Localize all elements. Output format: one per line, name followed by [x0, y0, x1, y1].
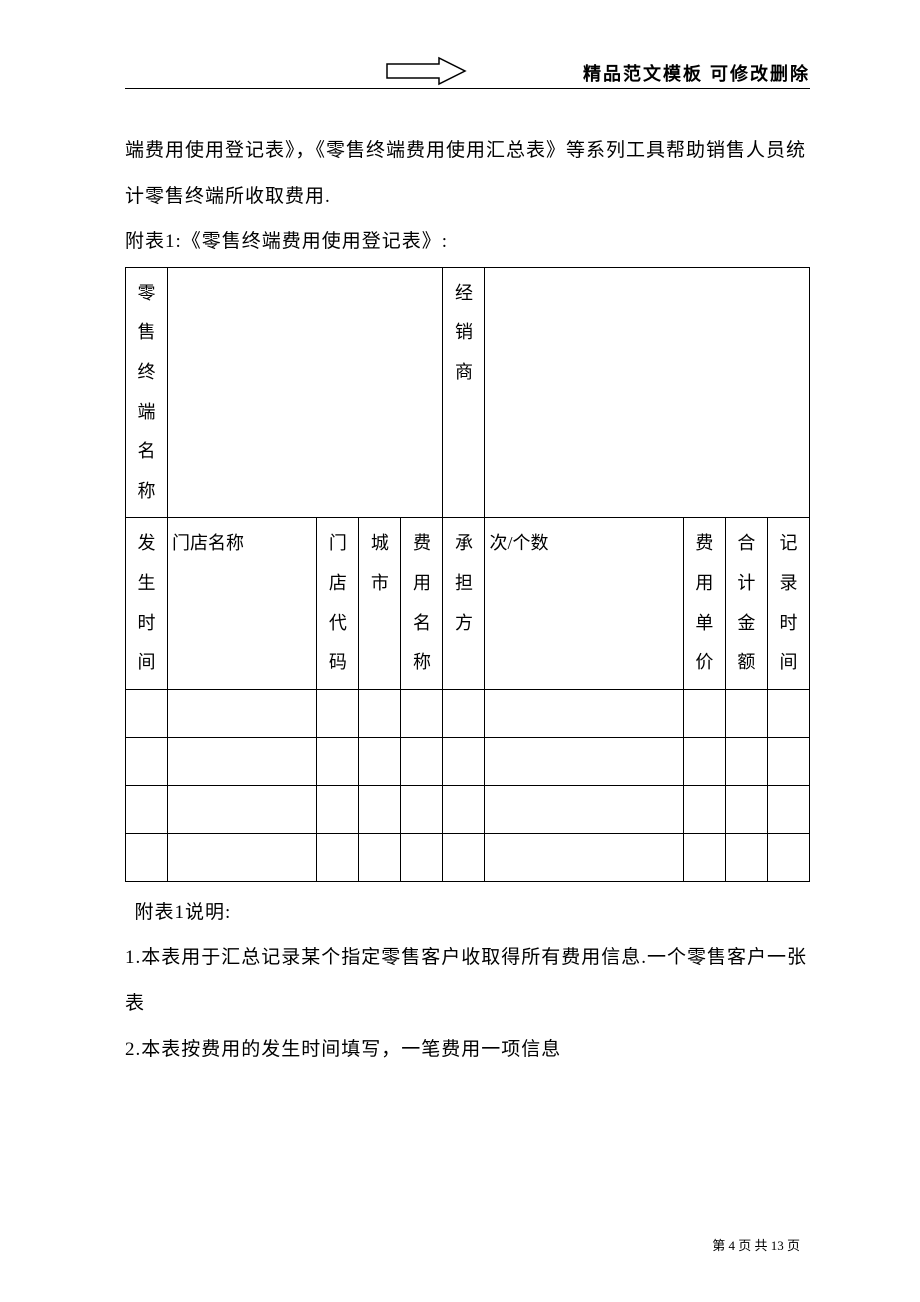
cell-empty — [683, 689, 725, 737]
cell-empty — [767, 737, 809, 785]
cell-empty — [126, 833, 168, 881]
arrow-icon — [385, 56, 469, 91]
cell-empty — [485, 833, 683, 881]
cell-empty — [443, 737, 485, 785]
cell-empty — [683, 785, 725, 833]
cell-empty — [168, 785, 317, 833]
cell-record-time: 记录时间 — [767, 518, 809, 689]
notes-item-2: 2.本表按费用的发生时间填写，一笔费用一项信息 — [125, 1027, 810, 1073]
table-row: 发生时间 门店名称 门店代码 城市 费用名称 承担方 次/个数 费用单价 合计金… — [126, 518, 810, 689]
cell-empty — [767, 689, 809, 737]
cell-empty — [443, 833, 485, 881]
cell-empty — [359, 689, 401, 737]
cell-empty — [401, 737, 443, 785]
cell-empty — [767, 785, 809, 833]
cell-empty — [126, 785, 168, 833]
cell-empty — [683, 833, 725, 881]
cell-store-code: 门店代码 — [317, 518, 359, 689]
cell-empty — [485, 267, 810, 518]
cell-empty — [683, 737, 725, 785]
cell-empty — [767, 833, 809, 881]
cell-empty — [126, 689, 168, 737]
cell-empty — [485, 689, 683, 737]
header-underline — [125, 88, 810, 89]
cell-empty — [443, 785, 485, 833]
cell-city: 城市 — [359, 518, 401, 689]
table-row — [126, 785, 810, 833]
cell-occur-time: 发生时间 — [126, 518, 168, 689]
cell-empty — [401, 785, 443, 833]
cell-empty — [359, 833, 401, 881]
cell-empty — [725, 689, 767, 737]
table-row: 零售终端名称 经销商 — [126, 267, 810, 518]
cell-count: 次/个数 — [485, 518, 683, 689]
registration-table: 零售终端名称 经销商 发生时间 门店名称 门店代码 城市 费用名称 承担方 次/… — [125, 267, 810, 882]
cell-unit-price: 费用单价 — [683, 518, 725, 689]
cell-empty — [317, 833, 359, 881]
cell-store-name: 门店名称 — [168, 518, 317, 689]
table-row — [126, 833, 810, 881]
cell-empty — [725, 833, 767, 881]
cell-distributor: 经销商 — [443, 267, 485, 518]
cell-empty — [168, 737, 317, 785]
page-number: 第 4 页 共 13 页 — [712, 1235, 800, 1254]
footer-suffix: 页 — [784, 1238, 800, 1253]
table-row — [126, 689, 810, 737]
cell-terminal-name: 零售终端名称 — [126, 267, 168, 518]
footer-prefix: 第 — [712, 1238, 728, 1253]
page-header: 精品范文模板 可修改删除 — [125, 60, 810, 98]
cell-empty — [126, 737, 168, 785]
cell-empty — [359, 785, 401, 833]
notes-section: 附表1说明: 1.本表用于汇总记录某个指定零售客户收取得所有费用信息.一个零售客… — [125, 890, 810, 1072]
cell-empty — [359, 737, 401, 785]
cell-empty — [443, 689, 485, 737]
footer-total: 13 — [771, 1238, 784, 1253]
cell-empty — [485, 785, 683, 833]
notes-title: 附表1说明: — [125, 890, 810, 936]
notes-item-1: 1.本表用于汇总记录某个指定零售客户收取得所有费用信息.一个零售客户一张表 — [125, 935, 810, 1026]
body-paragraph-1: 端费用使用登记表》，《零售终端费用使用汇总表》等系列工具帮助销售人员统计零售终端… — [125, 128, 810, 219]
cell-empty — [725, 785, 767, 833]
cell-empty — [317, 785, 359, 833]
footer-mid: 页 共 — [735, 1238, 771, 1253]
cell-empty — [317, 737, 359, 785]
cell-fee-name: 费用名称 — [401, 518, 443, 689]
cell-total-amount: 合计金额 — [725, 518, 767, 689]
cell-empty — [168, 833, 317, 881]
header-title: 精品范文模板 可修改删除 — [583, 60, 810, 86]
table-row — [126, 737, 810, 785]
cell-empty — [485, 737, 683, 785]
cell-empty — [725, 737, 767, 785]
cell-empty — [168, 267, 443, 518]
table-caption: 附表1:《零售终端费用使用登记表》: — [125, 219, 810, 265]
cell-empty — [317, 689, 359, 737]
cell-empty — [401, 833, 443, 881]
cell-empty — [168, 689, 317, 737]
cell-empty — [401, 689, 443, 737]
cell-bearer: 承担方 — [443, 518, 485, 689]
